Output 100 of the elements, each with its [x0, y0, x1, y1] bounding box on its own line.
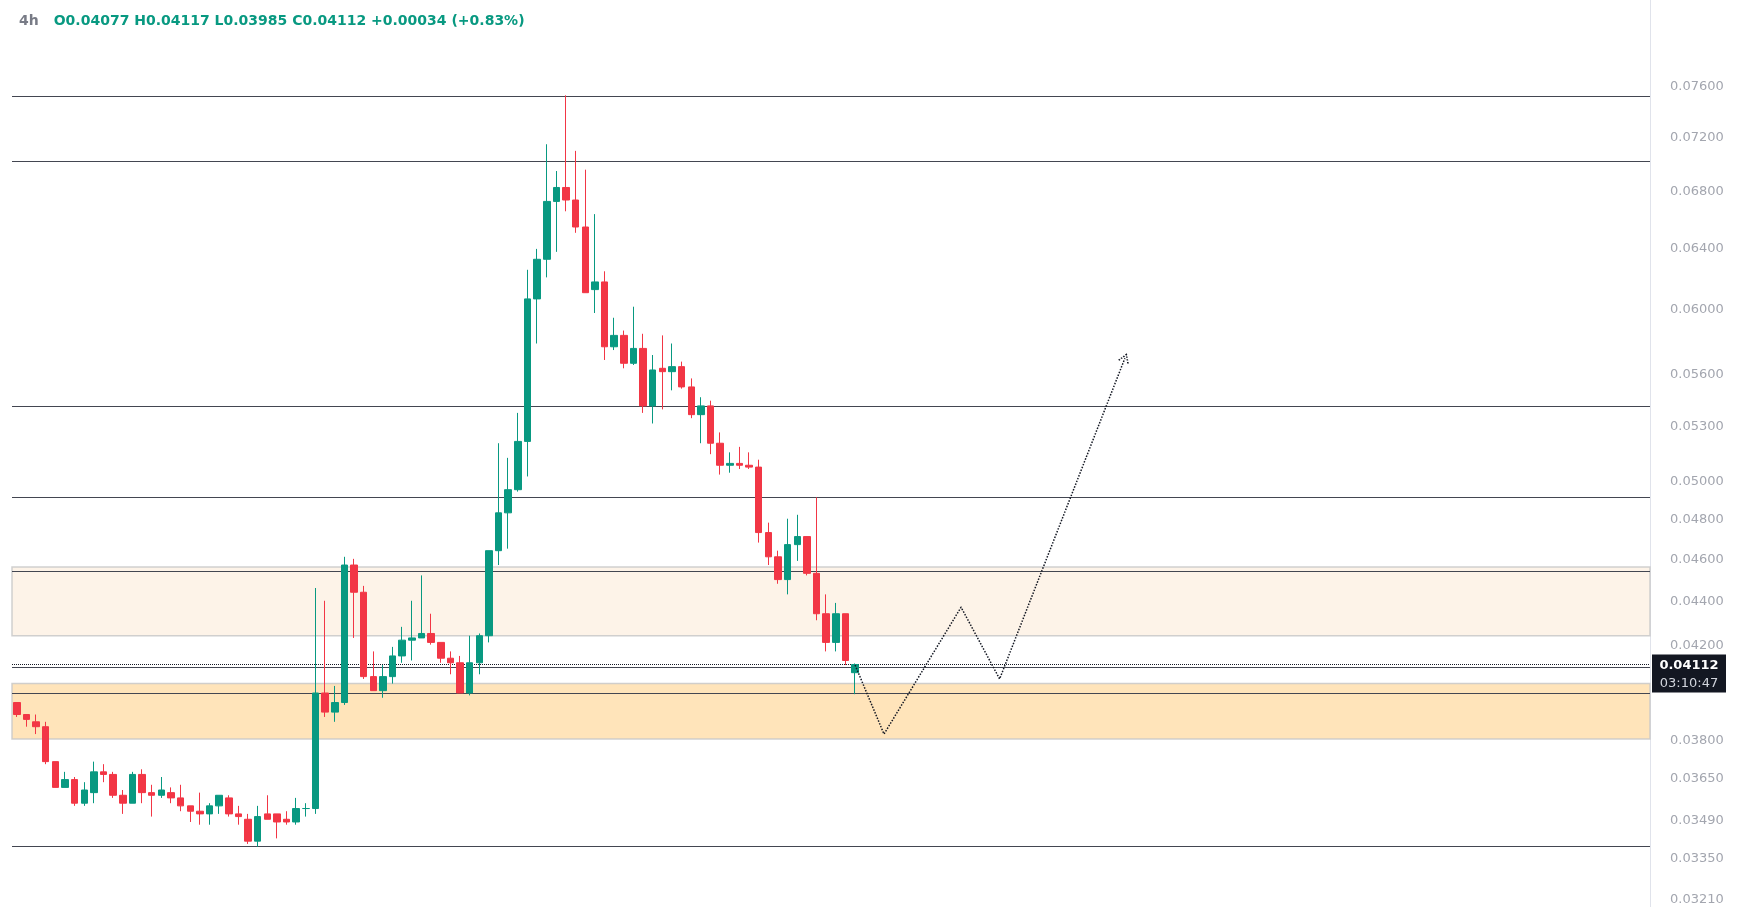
candlestick — [196, 792, 204, 826]
candlestick — [524, 269, 531, 477]
text: O0.04077 H0.04117 L0.03985 C0.04112 +0.00034 (+0.83%) — [53, 12, 525, 28]
y-tick-label: 0.04800 — [1670, 511, 1724, 527]
y-tick-label: 0.07600 — [1670, 77, 1724, 93]
candlestick — [842, 613, 849, 666]
candlestick — [832, 602, 840, 652]
candlestick — [360, 585, 367, 680]
y-tick-label: 0.06400 — [1670, 239, 1724, 255]
candlestick — [794, 514, 801, 562]
candlestick — [707, 400, 714, 455]
candlestick — [408, 600, 416, 661]
candlestick — [620, 330, 628, 369]
candlestick — [784, 518, 791, 595]
candlestick — [765, 522, 772, 566]
candlestick — [591, 213, 599, 314]
y-tick-label: 0.05300 — [1670, 417, 1724, 433]
candlestick — [244, 813, 252, 845]
candlestick — [71, 776, 78, 807]
candlestick — [379, 664, 387, 699]
candlestick — [447, 650, 454, 675]
candlestick — [582, 169, 589, 294]
candlestick — [495, 442, 502, 566]
candlestick — [302, 802, 310, 818]
candlestick — [427, 613, 435, 646]
candlestick — [215, 794, 223, 815]
candlestick — [572, 150, 579, 234]
ref-line-label: 0.04112 — [1659, 657, 1719, 673]
candlestick — [485, 550, 493, 643]
candlestick — [630, 306, 637, 366]
candlestick — [398, 626, 406, 664]
candlestick — [292, 797, 300, 826]
text: 03:10:47 — [1659, 675, 1719, 691]
candlestick — [418, 574, 425, 639]
candlestick — [813, 496, 820, 621]
candlestick — [668, 343, 676, 391]
candlestick — [177, 784, 184, 812]
candlestick — [755, 459, 762, 544]
candlestick — [206, 802, 213, 826]
candlestick — [129, 771, 136, 804]
candlestick — [119, 789, 127, 815]
y-tick-label: 0.05600 — [1670, 365, 1724, 381]
candlestick — [745, 451, 753, 470]
candlestick — [822, 593, 830, 652]
candlestick — [321, 600, 329, 718]
candlestick — [187, 805, 194, 823]
candlestick — [90, 761, 98, 804]
candlestick — [736, 446, 743, 470]
candlestick — [553, 170, 560, 253]
candlestick — [639, 333, 647, 414]
candlestick — [264, 794, 271, 820]
candlestick — [466, 635, 473, 696]
candlestick — [389, 646, 396, 685]
candlestick — [109, 771, 117, 799]
candlestick — [167, 786, 175, 804]
y-tick-label: 0.04400 — [1670, 593, 1724, 609]
candlestick — [659, 334, 666, 410]
candlestick — [610, 317, 618, 351]
candlestick — [543, 143, 551, 278]
candlestick — [370, 650, 377, 692]
candlestick — [697, 396, 705, 444]
y-tick-label: 0.03210 — [1670, 890, 1724, 906]
candlestick — [81, 781, 88, 807]
candlestick — [688, 377, 695, 419]
candlestick — [61, 771, 69, 788]
candlestick — [774, 550, 782, 585]
candlestick — [312, 587, 319, 815]
candlestick — [514, 412, 522, 493]
candlestick — [235, 805, 242, 826]
candlestick — [225, 794, 233, 818]
candlestick — [851, 662, 859, 695]
candlestick — [803, 536, 811, 576]
y-tick-label: 0.06000 — [1670, 300, 1724, 316]
candlestick — [456, 655, 464, 694]
candlestick — [649, 354, 656, 424]
candlestick — [437, 641, 445, 664]
candlestick — [601, 270, 608, 361]
candlestick — [716, 431, 724, 476]
candlestick — [283, 810, 290, 826]
y-tick-label: 0.03350 — [1670, 850, 1724, 866]
y-tick-label: 0.05000 — [1670, 472, 1724, 488]
candlestick — [32, 714, 40, 735]
candlestick — [726, 451, 734, 474]
candlestick — [533, 248, 541, 345]
y-tick-label: 0.06800 — [1670, 182, 1724, 198]
y-tick-label: 0.07200 — [1670, 128, 1724, 144]
candlestick — [331, 685, 339, 723]
candlestick — [562, 94, 570, 212]
candlestick — [254, 805, 261, 848]
candlestick — [158, 776, 165, 799]
candlestick — [52, 761, 59, 788]
candlestick — [504, 457, 512, 550]
candlestick — [42, 721, 49, 765]
y-tick-label: 0.04200 — [1670, 637, 1724, 653]
y-tick-label: 0.04600 — [1670, 551, 1724, 567]
candlestick — [273, 813, 281, 839]
candlestick — [476, 632, 483, 675]
candlestick — [350, 558, 358, 639]
y-tick-label: 0.03490 — [1670, 811, 1724, 827]
candlestick — [138, 768, 146, 804]
